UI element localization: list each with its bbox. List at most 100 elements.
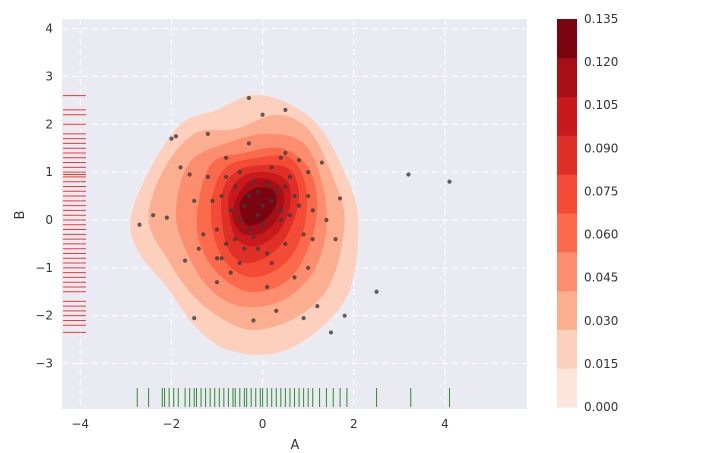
data-point [151,213,156,218]
data-point [374,289,379,294]
data-point [214,256,220,261]
data-point [182,258,188,263]
data-point [237,260,242,266]
data-point [237,170,242,175]
data-point [265,251,270,256]
data-point [228,208,233,213]
data-point [214,280,220,285]
y-tick-label: −2 [35,309,53,323]
data-point [301,232,306,237]
colorbar-tick-label: 0.120 [584,55,618,69]
data-point [246,227,252,232]
data-point [219,193,224,199]
data-point [447,179,452,184]
data-point [246,141,252,146]
data-point [255,189,261,194]
x-tick-label: 4 [441,417,449,431]
data-point [255,246,261,251]
data-point [278,155,283,160]
data-point [269,198,274,203]
colorbar-tick-label: 0.045 [584,271,618,285]
data-point [205,174,210,180]
data-point [324,217,329,223]
y-tick-label: −1 [35,261,53,275]
data-point [269,165,274,170]
colorbar-tick-label: 0.075 [584,184,618,198]
data-point [224,241,229,247]
data-point [310,208,315,213]
data-point [306,265,311,270]
colorbar-band [557,329,577,369]
data-point [296,158,302,163]
data-point [201,232,206,237]
data-point [260,112,265,117]
colorbar-tick-label: 0.000 [584,400,618,414]
colorbar-band [557,368,577,408]
data-point [173,134,179,139]
data-point [265,181,270,187]
x-tick-label: 2 [350,417,358,431]
x-axis: −4 −2 0 2 4 [71,417,448,431]
data-point [164,215,169,220]
colorbar-tick-label: 0.135 [584,12,618,26]
data-point [296,203,302,208]
x-tick-label: 0 [259,417,267,431]
data-point [251,318,256,323]
colorbar-band [557,251,577,292]
data-point [205,131,210,136]
y-rug [63,95,86,333]
data-point [192,315,197,321]
data-point [196,246,201,251]
data-point [337,196,343,201]
colorbar-tick-label: 0.015 [584,357,618,371]
colorbar-band [557,174,577,214]
data-point [224,174,229,180]
data-point [287,174,293,180]
data-point [274,308,279,314]
data-point [210,198,215,203]
scatter-points [137,95,452,335]
colorbar-tick-label: 0.060 [584,228,618,242]
data-point [287,213,293,218]
colorbar-tick-label: 0.105 [584,98,618,112]
data-point [306,170,311,175]
data-point [342,313,347,318]
data-point [228,270,233,275]
y-tick-label: 3 [45,69,53,83]
colorbar-band [557,57,577,98]
data-point [274,189,279,194]
data-point [283,241,288,247]
colorbar-tick-label: 0.030 [584,314,618,328]
data-point [233,237,238,242]
data-point [283,107,288,113]
data-point [242,203,247,208]
data-point [242,246,247,251]
data-point [246,95,252,101]
data-point [233,184,238,189]
x-tick-label: −4 [71,417,89,431]
data-point [333,237,338,242]
data-point [137,222,142,227]
data-point [237,217,242,223]
data-point [265,284,270,290]
data-point [255,213,261,218]
y-tick-label: 4 [45,22,53,36]
data-point [224,155,229,160]
data-point [283,150,288,156]
data-point [301,315,306,321]
data-point [310,237,315,242]
data-point [251,179,256,184]
data-point [260,222,265,227]
data-point [278,208,283,213]
data-point [319,160,324,165]
colorbar-tick-label: 0.090 [584,141,618,155]
data-point [278,217,283,223]
data-point [192,198,197,203]
data-point [292,275,297,280]
data-point [169,136,174,141]
data-point [283,184,288,189]
data-point [260,203,265,208]
colorbar-band [557,96,577,136]
data-point [251,234,256,239]
